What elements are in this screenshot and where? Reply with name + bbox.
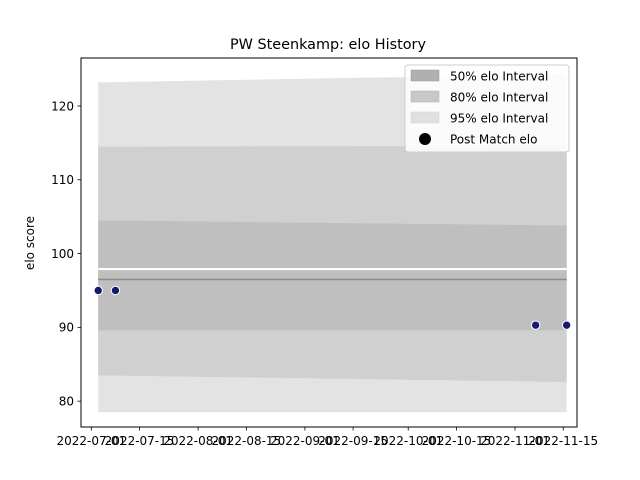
x-tick-label: 2022-09-01 bbox=[270, 434, 340, 448]
x-tick-label: 2022-11-01 bbox=[480, 434, 550, 448]
legend-label-50: 50% elo Interval bbox=[450, 70, 548, 84]
x-tick-label: 2022-10-01 bbox=[373, 434, 443, 448]
post-match-point bbox=[561, 320, 572, 330]
legend-swatch-50 bbox=[410, 69, 440, 82]
x-tick-label: 2022-07-15 bbox=[105, 434, 175, 448]
post-match-point bbox=[110, 285, 121, 296]
legend: 50% elo Interval 80% elo Interval 95% el… bbox=[404, 64, 570, 153]
interval-bands bbox=[98, 74, 567, 413]
legend-label-95: 95% elo Interval bbox=[450, 112, 548, 126]
legend-marker-post-match bbox=[419, 133, 431, 145]
y-axis-label: elo score bbox=[23, 216, 37, 270]
y-tick-label: 90 bbox=[59, 321, 74, 335]
legend-label-post-match: Post Match elo bbox=[450, 133, 537, 147]
x-tick-label: 2022-09-15 bbox=[318, 434, 388, 448]
post-match-point bbox=[530, 320, 541, 330]
x-axis-ticks: 2022-07-012022-07-152022-08-012022-08-15… bbox=[56, 427, 598, 448]
x-tick-label: 2022-10-15 bbox=[422, 434, 492, 448]
chart-title: PW Steenkamp: elo History bbox=[230, 37, 426, 53]
legend-swatch-80 bbox=[410, 90, 440, 103]
y-tick-label: 80 bbox=[59, 394, 74, 408]
post-match-point bbox=[93, 285, 103, 296]
reference-lines bbox=[98, 267, 567, 281]
legend-label-80: 80% elo Interval bbox=[450, 91, 548, 105]
band-50-interval bbox=[98, 220, 567, 331]
legend-swatch-95 bbox=[410, 111, 440, 124]
x-tick-label: 2022-08-01 bbox=[163, 434, 233, 448]
y-tick-label: 110 bbox=[51, 173, 74, 187]
x-tick-label: 2022-08-15 bbox=[211, 434, 281, 448]
axes-frame bbox=[80, 57, 578, 428]
x-tick-label: 2022-11-15 bbox=[528, 434, 598, 448]
y-tick-label: 120 bbox=[51, 99, 74, 113]
y-tick-label: 100 bbox=[51, 247, 74, 261]
post-match-points bbox=[93, 285, 572, 330]
x-tick-label: 2022-07-01 bbox=[56, 434, 126, 448]
legend-box bbox=[404, 64, 570, 153]
y-axis-ticks: 80 90 100 110 120 bbox=[51, 99, 81, 408]
